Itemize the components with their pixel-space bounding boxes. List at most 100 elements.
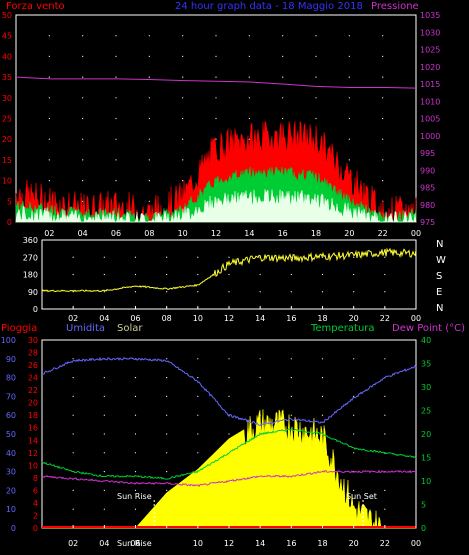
pressure-tick: 990 — [420, 166, 435, 175]
grid-dot — [166, 452, 168, 454]
wind-tick: 20 — [2, 135, 12, 144]
grid-dot — [215, 138, 217, 140]
grid-dot — [290, 358, 292, 360]
grid-dot — [48, 117, 50, 120]
grid-dot — [134, 377, 137, 379]
time-tick: 08 — [144, 229, 154, 238]
temperature-tick: 5 — [421, 501, 426, 510]
pressure-tick: 975 — [420, 218, 435, 227]
grid-dot — [134, 471, 137, 473]
direction-tick: 270 — [23, 253, 38, 262]
humidity-tick: 20 — [6, 486, 16, 495]
grid-dot — [382, 97, 384, 99]
grid-dot — [259, 395, 261, 397]
grid-dot — [72, 452, 74, 454]
direction-line — [41, 247, 417, 293]
pressure-tick: 1020 — [420, 63, 440, 72]
time-tick: 22 — [378, 229, 388, 238]
grid-dot — [148, 76, 150, 78]
grid-dot — [353, 452, 355, 454]
legend-dewpoint: Dew Point (°C) — [392, 323, 465, 334]
rain-tick: 18 — [28, 411, 38, 420]
grid-dot — [259, 273, 261, 276]
temperature-axis-ticks: 40 35 30 25 20 15 10 5 0 — [421, 336, 431, 533]
rain-tick: 30 — [28, 336, 38, 345]
grid-dot — [321, 273, 324, 276]
grid-dot — [382, 117, 384, 120]
temperature-tick: 30 — [421, 383, 431, 392]
grid-dot — [148, 159, 150, 161]
pressure-tick: 1035 — [420, 11, 440, 20]
grid-dot — [353, 433, 355, 435]
grid-dot — [72, 433, 74, 435]
time-tick: 10 — [193, 314, 203, 323]
grid-dot — [353, 377, 355, 379]
grid-dot — [384, 414, 386, 416]
wind-tick: 15 — [2, 156, 12, 165]
temperature-tick: 10 — [421, 477, 431, 486]
grid-dot — [282, 117, 284, 120]
grid-dot — [348, 76, 350, 78]
grid-dot — [353, 358, 355, 360]
compass-label: N — [436, 303, 443, 314]
chart-title: 24 hour graph data - 18 Maggio 2018 — [175, 1, 363, 12]
grid-dot — [321, 414, 324, 416]
grid-dot — [103, 273, 105, 276]
grid-dot — [282, 55, 284, 58]
temperature-tick: 0 — [421, 524, 426, 533]
grid-dot — [384, 508, 386, 510]
time-tick: 16 — [286, 539, 296, 548]
humidity-tick: 50 — [6, 430, 16, 439]
grid-dot — [134, 414, 137, 416]
compass-label: N — [436, 239, 443, 250]
sun-rise-axis-label: Sun Rise — [117, 539, 152, 548]
wind-axis-label: Forza vento — [6, 1, 65, 12]
grid-dot — [382, 55, 384, 58]
grid-dot — [382, 35, 384, 37]
rain-tick: 2 — [33, 511, 38, 520]
grid-dot — [353, 256, 355, 258]
grid-dot — [348, 138, 350, 140]
time-tick: 10 — [193, 539, 203, 548]
rain-tick: 28 — [28, 349, 38, 358]
grid-dot — [182, 138, 184, 140]
grid-dot — [353, 489, 355, 491]
grid-dot — [148, 97, 150, 99]
grid-dot — [134, 256, 137, 258]
grid-dot — [382, 180, 384, 182]
pressure-tick: 1005 — [420, 115, 440, 124]
time-tick: 02 — [68, 314, 78, 323]
pressure-tick: 995 — [420, 149, 435, 158]
grid-dot — [72, 395, 74, 397]
grid-dot — [72, 377, 74, 379]
grid-dot — [48, 76, 50, 78]
grid-dot — [353, 291, 355, 293]
temperature-tick: 35 — [421, 360, 431, 369]
time-tick: 10 — [178, 229, 188, 238]
grid-dot — [115, 180, 117, 182]
grid-dot — [382, 159, 384, 161]
grid-dot — [72, 358, 74, 360]
time-tick: 14 — [255, 314, 265, 323]
grid-dot — [248, 55, 250, 58]
time-tick: 16 — [286, 314, 296, 323]
wind-tick: 25 — [2, 115, 12, 124]
grid-dot — [103, 291, 105, 293]
grid-dot — [384, 291, 386, 293]
time-tick: 20 — [349, 539, 359, 548]
grid-dot — [134, 273, 137, 276]
time-tick: 22 — [380, 314, 390, 323]
wind-tick: 0 — [7, 218, 12, 227]
grid-dot — [148, 200, 150, 202]
grid-dot — [72, 508, 74, 510]
sun-set-label: Sun Set — [346, 492, 377, 501]
pressure-tick: 1015 — [420, 80, 440, 89]
grid-dot — [103, 377, 105, 379]
humidity-tick: 80 — [6, 374, 16, 383]
pressure-tick: 985 — [420, 184, 435, 193]
grid-dot — [148, 138, 150, 140]
grid-dot — [115, 117, 117, 120]
wind-tick: 5 — [7, 197, 12, 206]
